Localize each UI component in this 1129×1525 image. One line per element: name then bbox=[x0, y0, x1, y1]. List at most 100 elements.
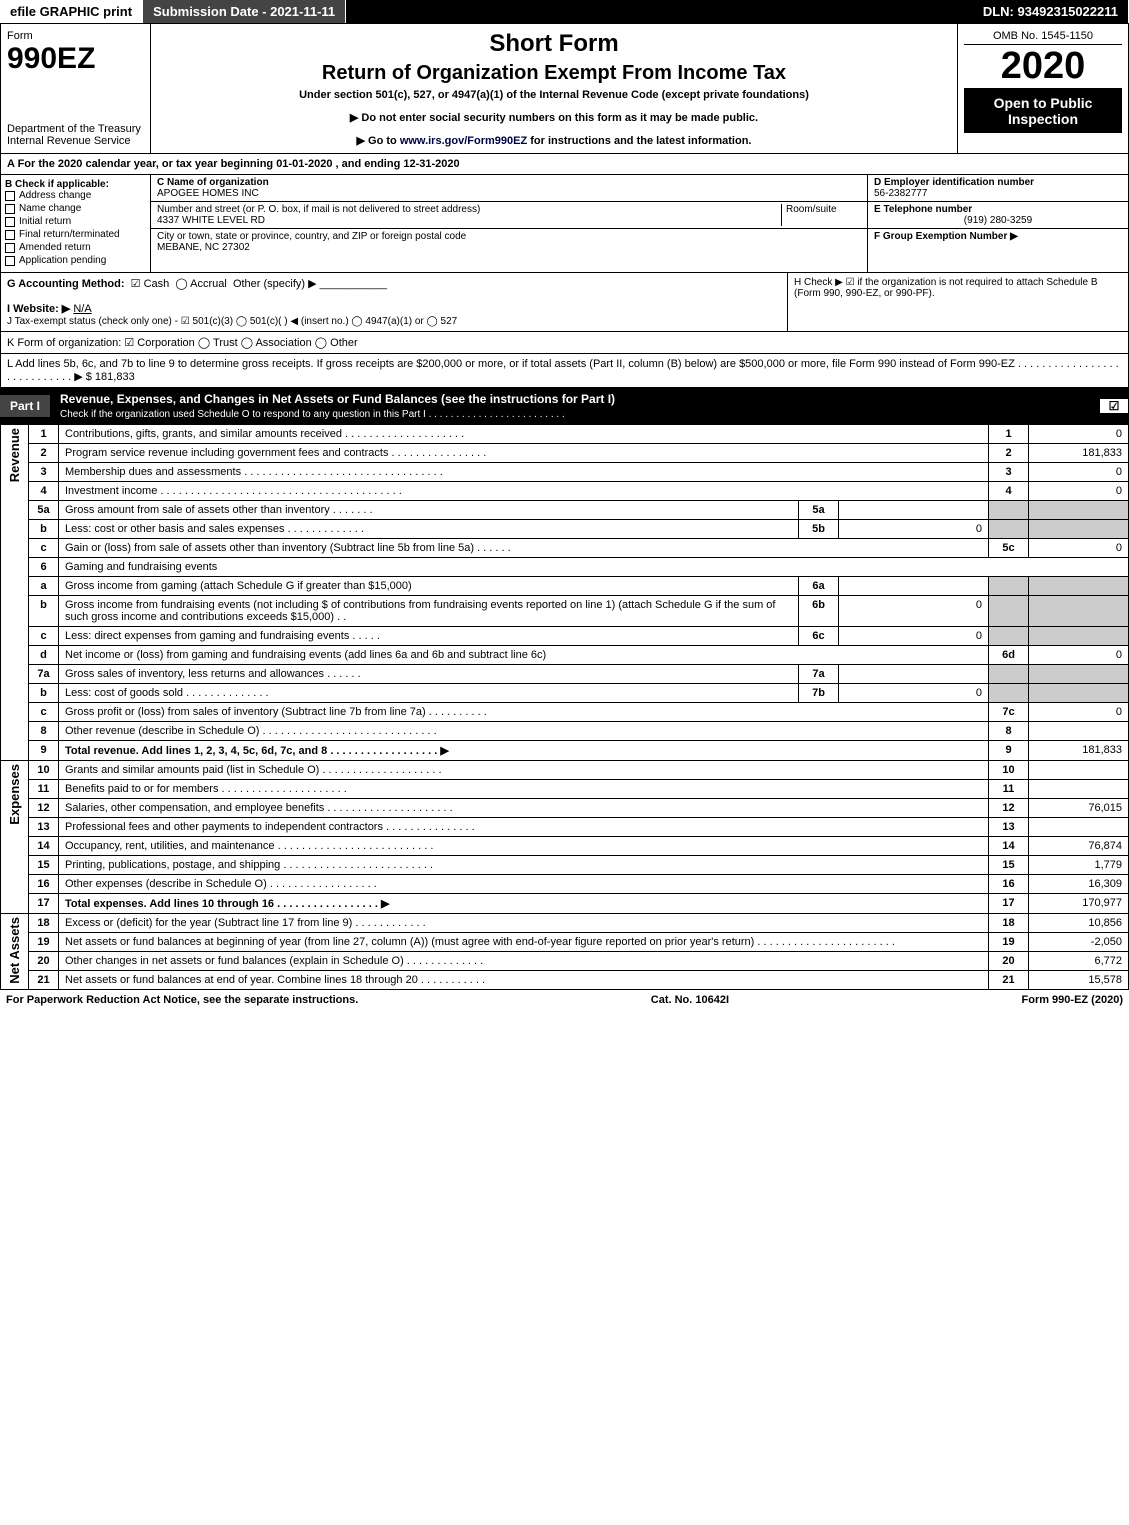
line-description: Gaming and fundraising events bbox=[59, 558, 1129, 577]
department-label: Department of the Treasury Internal Reve… bbox=[7, 123, 144, 147]
line-code: 13 bbox=[989, 818, 1029, 837]
checkbox-icon[interactable] bbox=[5, 230, 15, 240]
opt-amended-return: Amended return bbox=[19, 242, 91, 253]
table-row: 21Net assets or fund balances at end of … bbox=[1, 971, 1129, 990]
grey-cell bbox=[989, 520, 1029, 539]
ein-label: D Employer identification number bbox=[874, 177, 1122, 188]
street-label: Number and street (or P. O. box, if mail… bbox=[157, 204, 480, 215]
line-description: Other changes in net assets or fund bala… bbox=[59, 952, 989, 971]
irs-link[interactable]: www.irs.gov/Form990EZ bbox=[400, 135, 527, 147]
table-row: 15Printing, publications, postage, and s… bbox=[1, 856, 1129, 875]
line-description: Less: cost or other basis and sales expe… bbox=[59, 520, 799, 539]
line-description: Membership dues and assessments . . . . … bbox=[59, 463, 989, 482]
line-amount bbox=[1029, 780, 1129, 799]
line-description: Net assets or fund balances at end of ye… bbox=[59, 971, 989, 990]
section-b-label: B Check if applicable: bbox=[5, 179, 146, 190]
part1-check[interactable]: ☑ bbox=[1099, 398, 1129, 414]
chk-final-return[interactable]: Final return/terminated bbox=[5, 229, 146, 240]
checkbox-icon[interactable] bbox=[5, 204, 15, 214]
line-description: Salaries, other compensation, and employ… bbox=[59, 799, 989, 818]
chk-address-change[interactable]: Address change bbox=[5, 190, 146, 201]
table-row: cGross profit or (loss) from sales of in… bbox=[1, 703, 1129, 722]
line-number: b bbox=[29, 684, 59, 703]
form-header-left: Form 990EZ Department of the Treasury In… bbox=[1, 24, 151, 153]
section-c: C Name of organization APOGEE HOMES INC … bbox=[151, 175, 868, 272]
part1-subtitle: Check if the organization used Schedule … bbox=[60, 409, 565, 420]
line-subcode: 6b bbox=[799, 596, 839, 627]
line-number: 20 bbox=[29, 952, 59, 971]
part1-header: Part I Revenue, Expenses, and Changes in… bbox=[0, 388, 1129, 424]
grey-cell bbox=[989, 501, 1029, 520]
line-subvalue bbox=[839, 665, 989, 684]
line-amount: 6,772 bbox=[1029, 952, 1129, 971]
line-number: 6 bbox=[29, 558, 59, 577]
line-number: 11 bbox=[29, 780, 59, 799]
line-amount: 0 bbox=[1029, 646, 1129, 665]
line-subvalue: 0 bbox=[839, 520, 989, 539]
line-description: Gross income from fundraising events (no… bbox=[59, 596, 799, 627]
line-amount: -2,050 bbox=[1029, 933, 1129, 952]
line-code: 19 bbox=[989, 933, 1029, 952]
grey-cell bbox=[1029, 501, 1129, 520]
omb-number: OMB No. 1545-1150 bbox=[964, 30, 1122, 45]
line-description: Total expenses. Add lines 10 through 16 … bbox=[59, 894, 989, 914]
line-code: 12 bbox=[989, 799, 1029, 818]
form-word: Form bbox=[7, 30, 144, 42]
line-number: 14 bbox=[29, 837, 59, 856]
chk-application-pending[interactable]: Application pending bbox=[5, 255, 146, 266]
line-code: 5c bbox=[989, 539, 1029, 558]
street-value: 4337 WHITE LEVEL RD bbox=[157, 215, 265, 226]
line-amount bbox=[1029, 722, 1129, 741]
row-gh: G Accounting Method: ☑ Cash ◯ Accrual Ot… bbox=[0, 273, 1129, 332]
line-amount: 0 bbox=[1029, 703, 1129, 722]
line-description: Contributions, gifts, grants, and simila… bbox=[59, 425, 989, 444]
grey-cell bbox=[1029, 627, 1129, 646]
line-amount: 181,833 bbox=[1029, 741, 1129, 761]
telephone-label: E Telephone number bbox=[874, 204, 1122, 215]
checkbox-icon[interactable] bbox=[5, 243, 15, 253]
grey-cell bbox=[1029, 665, 1129, 684]
chk-initial-return[interactable]: Initial return bbox=[5, 216, 146, 227]
table-row: 13Professional fees and other payments t… bbox=[1, 818, 1129, 837]
line-description: Other revenue (describe in Schedule O) .… bbox=[59, 722, 989, 741]
table-row: 20Other changes in net assets or fund ba… bbox=[1, 952, 1129, 971]
line-subcode: 6a bbox=[799, 577, 839, 596]
table-row: cLess: direct expenses from gaming and f… bbox=[1, 627, 1129, 646]
line-description: Gross sales of inventory, less returns a… bbox=[59, 665, 799, 684]
line-description: Less: direct expenses from gaming and fu… bbox=[59, 627, 799, 646]
line-code: 18 bbox=[989, 914, 1029, 933]
table-row: 5aGross amount from sale of assets other… bbox=[1, 501, 1129, 520]
line-number: 17 bbox=[29, 894, 59, 914]
line-code: 10 bbox=[989, 761, 1029, 780]
table-row: 19Net assets or fund balances at beginni… bbox=[1, 933, 1129, 952]
section-l: L Add lines 5b, 6c, and 7b to line 9 to … bbox=[0, 354, 1129, 388]
table-row: Net Assets18Excess or (deficit) for the … bbox=[1, 914, 1129, 933]
line-code: 20 bbox=[989, 952, 1029, 971]
line-number: 4 bbox=[29, 482, 59, 501]
chk-amended-return[interactable]: Amended return bbox=[5, 242, 146, 253]
chk-name-change[interactable]: Name change bbox=[5, 203, 146, 214]
line-amount: 0 bbox=[1029, 539, 1129, 558]
table-row: 4Investment income . . . . . . . . . . .… bbox=[1, 482, 1129, 501]
grey-cell bbox=[989, 577, 1029, 596]
section-b: B Check if applicable: Address change Na… bbox=[1, 175, 151, 272]
short-form-title: Short Form bbox=[157, 30, 951, 58]
line-code: 7c bbox=[989, 703, 1029, 722]
line-description: Gross amount from sale of assets other t… bbox=[59, 501, 799, 520]
part1-title-text: Revenue, Expenses, and Changes in Net As… bbox=[60, 392, 615, 406]
efile-print-label[interactable]: efile GRAPHIC print bbox=[0, 0, 143, 23]
room-suite-label: Room/suite bbox=[781, 204, 861, 226]
line-amount bbox=[1029, 818, 1129, 837]
line-number: d bbox=[29, 646, 59, 665]
table-row: 3Membership dues and assessments . . . .… bbox=[1, 463, 1129, 482]
checkbox-icon[interactable] bbox=[5, 256, 15, 266]
grey-cell bbox=[1029, 577, 1129, 596]
checkbox-icon[interactable] bbox=[5, 217, 15, 227]
grey-cell bbox=[989, 627, 1029, 646]
table-row: Expenses10Grants and similar amounts pai… bbox=[1, 761, 1129, 780]
line-number: b bbox=[29, 520, 59, 539]
checkbox-icon[interactable] bbox=[5, 191, 15, 201]
form-reference: Form 990-EZ (2020) bbox=[1022, 994, 1123, 1006]
line-amount: 0 bbox=[1029, 463, 1129, 482]
line-subvalue: 0 bbox=[839, 596, 989, 627]
